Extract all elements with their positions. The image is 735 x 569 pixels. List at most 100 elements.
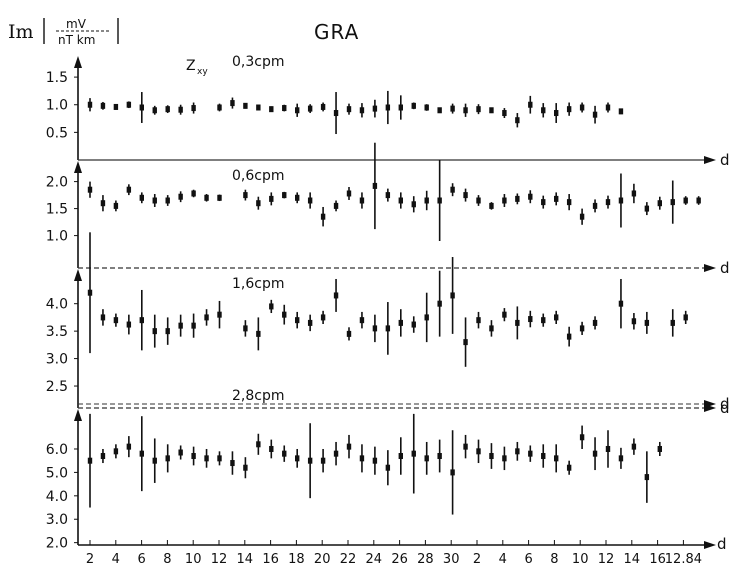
x-tick-label: 14 [624, 552, 641, 567]
panel-2-frequency-label: 1,6cpm [232, 276, 285, 292]
panel-0-data-point [243, 102, 248, 109]
panel-3-data-point [554, 455, 559, 462]
panel-3-data-point [346, 443, 352, 450]
panel-0-data-point [282, 105, 287, 112]
panel-0-data-point [359, 107, 365, 114]
panel-2-data-point [191, 322, 196, 329]
panel-1-data-point [243, 192, 248, 199]
panel-0-data-point [152, 107, 157, 114]
panel-1-data-point [307, 197, 313, 204]
panel-0-data-point [502, 110, 507, 117]
panel-3-data-point [541, 453, 546, 460]
panel-3-data-point [87, 457, 93, 464]
panel-2-data-point [411, 321, 416, 328]
panel-0-data-point [528, 101, 533, 108]
x-tick-label: 4 [499, 552, 507, 567]
panel-3-data-point [631, 443, 637, 450]
x-tick-label: 26 [391, 552, 408, 567]
panel-1-data-point [282, 192, 287, 199]
panel-1-data-point [372, 182, 378, 189]
panel-0-data-point [191, 105, 196, 112]
panel-3-data-point [307, 457, 313, 464]
panel-3-tick-label: 3.0 [46, 512, 68, 528]
x-tick-label: 28 [417, 552, 434, 567]
panel-1-tick-label: 1.5 [46, 202, 68, 218]
panel-0-data-point [269, 106, 274, 113]
panel-0-data-point [113, 103, 119, 110]
panel-3-data-point [502, 455, 507, 462]
ylabel-denominator: nT km [58, 33, 95, 47]
panel-3-data-point [489, 453, 494, 460]
panel-1-data-point [502, 197, 507, 204]
panel-0-data-point [87, 101, 93, 108]
panel-3-data-point [243, 464, 248, 471]
panel-0-data-point [437, 107, 442, 114]
panel-2-data-point [463, 339, 468, 346]
panel-2-data-point [87, 289, 93, 296]
panel-3-tick-label: 2.0 [46, 536, 68, 552]
panel-1-frequency-label: 0,6cpm [232, 168, 285, 184]
panel-2-data-point [307, 319, 313, 326]
panel-2-data-point [528, 316, 533, 323]
panel-1-data-point [631, 190, 637, 197]
panel-3-data-point [191, 453, 196, 460]
panel-3-tick-label: 4.0 [46, 489, 68, 505]
panel-0-data-point [424, 104, 429, 111]
panel-3-data-point [566, 464, 572, 471]
panel-3-data-point [437, 453, 442, 460]
panel-0-data-point [463, 107, 468, 114]
x-tick-label: 8 [550, 552, 558, 567]
panel-1-data-point [152, 197, 157, 204]
panel-1-data-point [269, 195, 274, 202]
panel-2-data-point [359, 317, 365, 324]
panel-3-data-point [269, 445, 274, 452]
panel-1-data-point [670, 199, 675, 206]
panel-0-data-point [398, 104, 403, 111]
panel-3-data-point [282, 450, 287, 457]
ylabel-im: Im [8, 21, 34, 43]
station-title: GRA [314, 20, 359, 44]
panel-3-data-point [592, 450, 598, 457]
x-tick-label: 20 [314, 552, 331, 567]
panel-0-tick-label: 1.0 [46, 98, 68, 114]
panel-3-data-point [100, 453, 106, 460]
panel-1-y-arrow [74, 161, 82, 173]
panel-1-data-point [126, 186, 132, 193]
panel-1-data-point [385, 192, 391, 199]
y-axis-unit-label: Im mV nT km [8, 17, 119, 47]
panel-2-data-point [269, 303, 274, 310]
x-tick-label: 12 [598, 552, 615, 567]
panel-3-data-point [256, 441, 261, 448]
panel-3-data-point [644, 474, 650, 481]
panel-3-data-point [139, 450, 144, 457]
panel-1-data-point [295, 194, 300, 201]
panel-3-data-point [126, 443, 132, 450]
panel-2-data-point [566, 333, 572, 340]
panel-3-data-point [618, 455, 624, 462]
panel-0-data-point [217, 104, 222, 111]
panel-2-data-point [113, 317, 119, 324]
panel-2-tick-label: 4.0 [46, 297, 68, 313]
panel-1-data-point [554, 195, 559, 202]
x-axis-unit: d [717, 535, 727, 553]
panel-1-data-point [359, 197, 365, 204]
panel-0-data-point [256, 104, 261, 111]
panel-2-data-point [372, 325, 378, 332]
panel-2-data-point [152, 328, 157, 335]
x-tick-label: 12.84 [665, 552, 702, 567]
panel-1-data-point [657, 200, 662, 207]
panel-3-top-arrow [704, 400, 716, 408]
panel-3-frequency-label: 2,8cpm [232, 388, 285, 404]
x-tick-label: 6 [524, 552, 532, 567]
panel-3-data-point [605, 445, 611, 452]
component-letter: Z [186, 58, 196, 74]
panel-2-time-unit: d [720, 399, 730, 417]
panel-2-y-arrow [74, 269, 82, 281]
x-tick-label: 24 [366, 552, 383, 567]
panel-1-data-point [541, 199, 546, 206]
x-tick-label: 16 [262, 552, 279, 567]
panel-3-data-point [359, 455, 365, 462]
panel-0-data-point [346, 106, 352, 113]
panel-1-data-point [139, 194, 144, 201]
